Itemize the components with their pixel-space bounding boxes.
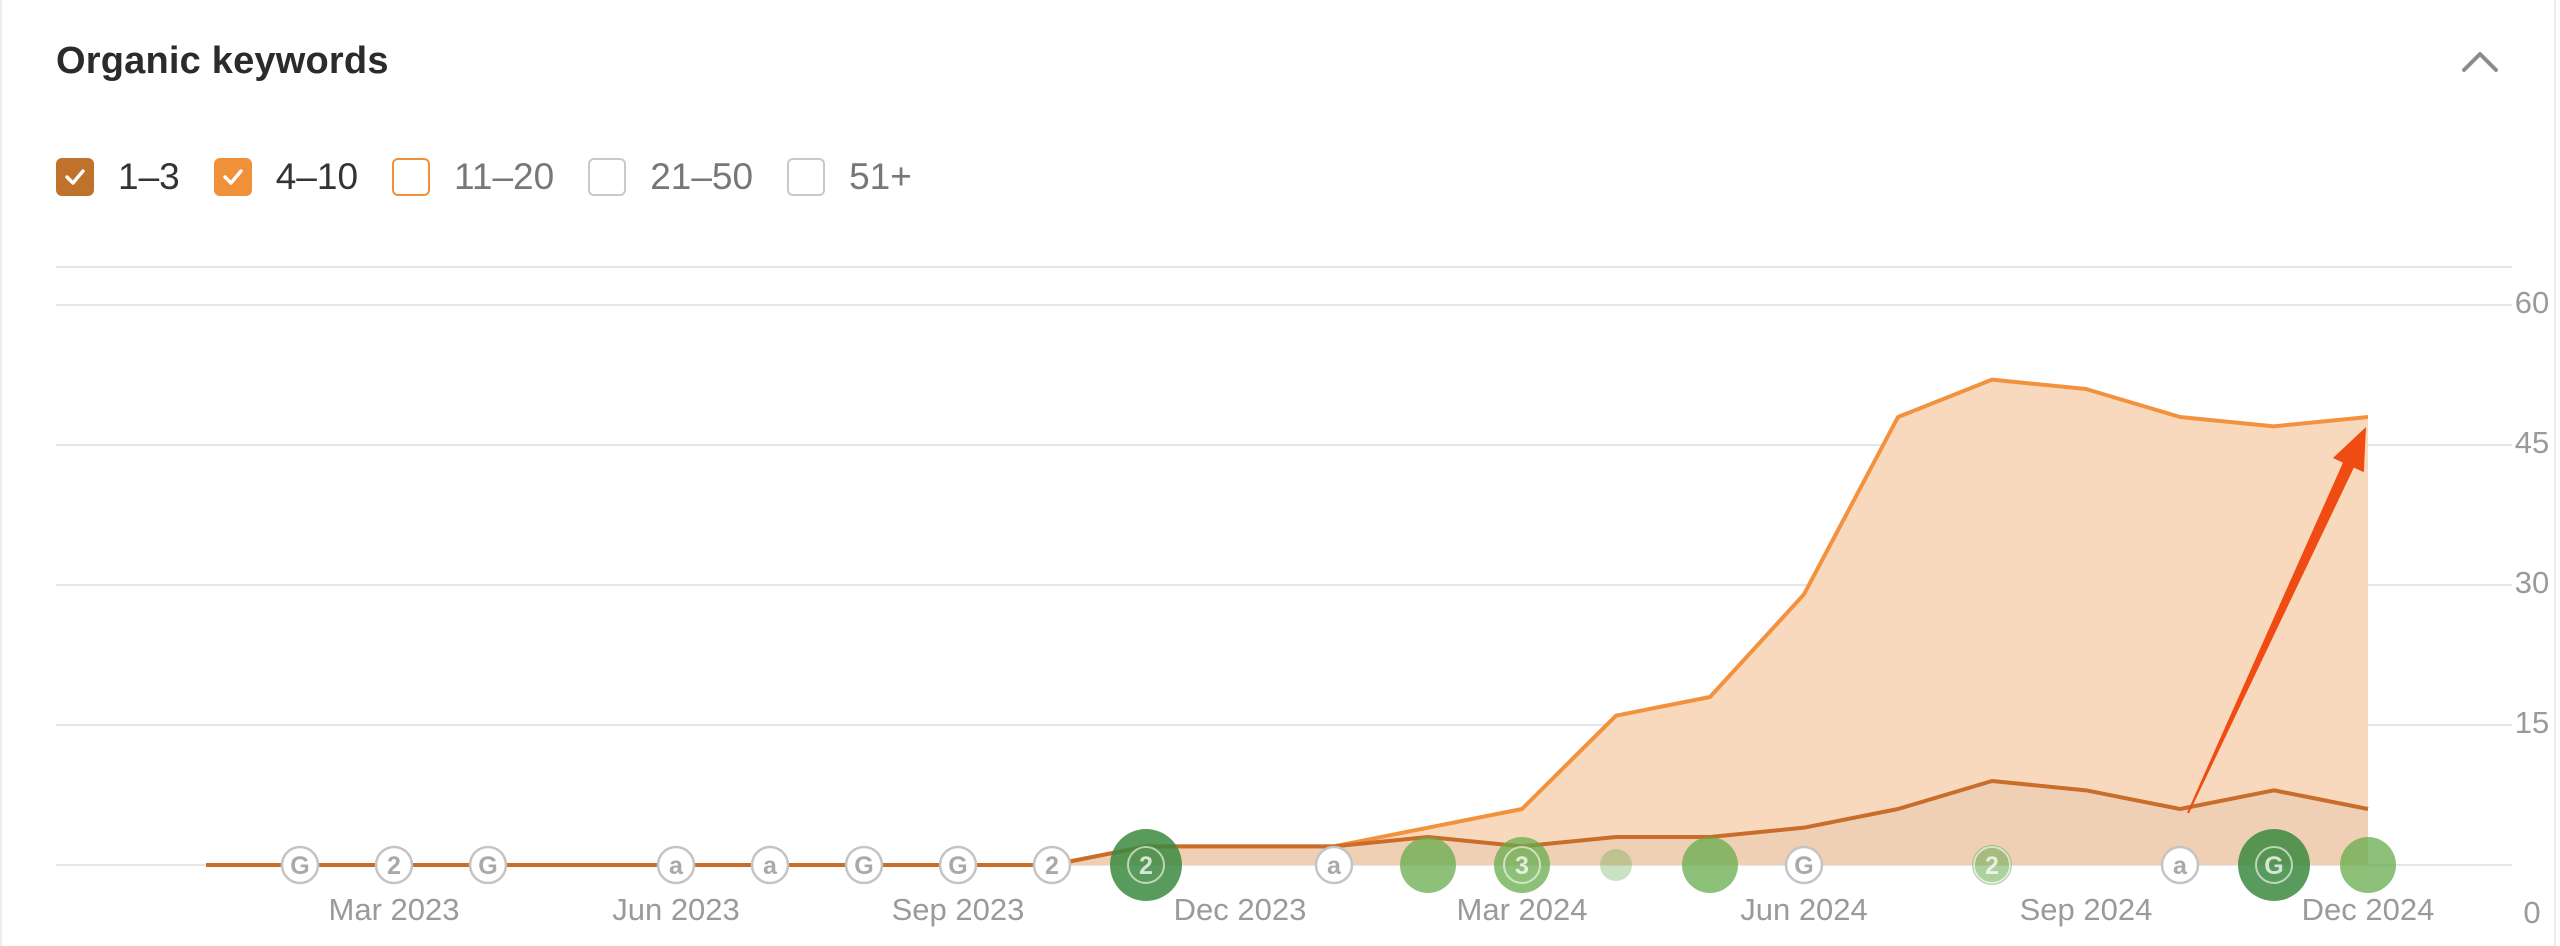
legend-label: 11–20 — [454, 156, 555, 197]
event-marker-label: 3 — [1515, 852, 1529, 880]
event-marker-label: a — [763, 852, 778, 880]
y-tick-label: 15 — [2515, 705, 2549, 740]
x-tick-label: Mar 2024 — [1457, 892, 1588, 927]
event-marker-label: 2 — [1139, 852, 1153, 880]
event-marker-circle — [1032, 845, 1072, 885]
event-marker: G — [938, 845, 978, 885]
y-tick-label: 45 — [2515, 425, 2549, 460]
event-marker-circle — [468, 845, 508, 885]
event-marker-ring — [1127, 846, 1165, 884]
check-icon — [65, 169, 85, 185]
check-icon — [223, 169, 243, 185]
event-marker-circle — [1682, 837, 1738, 893]
event-marker: a — [656, 845, 696, 885]
event-marker-circle — [938, 845, 978, 885]
event-marker-circle — [1494, 837, 1550, 893]
legend-item-1-3[interactable]: 1–3 — [56, 156, 180, 198]
event-marker: a — [1314, 845, 1354, 885]
event-marker: 2 — [1032, 845, 1072, 885]
legend-label: 4–10 — [275, 156, 359, 197]
event-marker: 3 — [1494, 837, 1550, 893]
event-marker-circle — [750, 845, 790, 885]
collapse-button[interactable] — [2458, 42, 2502, 82]
x-tick-label: Jun 2024 — [1740, 892, 1868, 927]
event-marker-ring — [1503, 846, 1541, 884]
checkbox-4-10[interactable] — [213, 158, 252, 196]
range-legend: 1–3 4–10 11–20 21–50 51+ — [56, 156, 946, 198]
legend-label: 1–3 — [118, 156, 180, 197]
legend-item-4-10[interactable]: 4–10 — [213, 156, 359, 198]
event-marker: G — [2238, 829, 2310, 901]
event-marker-circle — [1972, 845, 2012, 885]
event-marker-label: a — [1327, 852, 1342, 880]
event-marker-circle — [1784, 845, 1824, 885]
event-marker-label: G — [1794, 852, 1813, 880]
legend-item-11-20[interactable]: 11–20 — [392, 156, 554, 198]
event-marker: G — [844, 845, 884, 885]
legend-label: 51+ — [849, 156, 912, 197]
event-marker-circle — [2340, 837, 2396, 893]
event-marker-label: G — [290, 852, 309, 880]
event-marker-circle — [844, 845, 884, 885]
y-tick-label: 60 — [2515, 285, 2549, 320]
event-marker-circle — [1600, 849, 1632, 881]
event-marker: a — [2160, 845, 2200, 885]
event-marker — [1600, 849, 1632, 881]
event-marker: G — [280, 845, 320, 885]
event-marker-circle — [656, 845, 696, 885]
event-marker-circle — [280, 845, 320, 885]
event-marker: 2 — [1110, 829, 1182, 901]
event-marker-label: a — [669, 852, 684, 880]
event-marker — [1682, 837, 1738, 893]
event-marker — [1400, 837, 1456, 893]
event-marker — [2340, 837, 2396, 893]
event-marker-circle — [2160, 845, 2200, 885]
event-marker-label: 2 — [1045, 852, 1059, 880]
event-marker-label: G — [478, 852, 497, 880]
chevron-up-icon — [2462, 52, 2498, 72]
event-marker-label: G — [948, 852, 967, 880]
event-marker-circle — [1110, 829, 1182, 901]
event-marker-label: 2 — [1985, 852, 1999, 880]
event-marker-ring — [2255, 846, 2293, 884]
event-marker: 2 — [374, 845, 414, 885]
y-tick-label: 0 — [2523, 895, 2540, 930]
checkbox-11-20[interactable] — [392, 158, 431, 196]
x-tick-label: Jun 2023 — [612, 892, 740, 927]
event-marker-label: 2 — [387, 852, 401, 880]
event-marker: a — [750, 845, 790, 885]
event-marker-circle — [1314, 845, 1354, 885]
annotation-arrow — [2187, 427, 2366, 814]
event-marker-label: G — [2264, 852, 2283, 880]
event-marker-circle — [2238, 829, 2310, 901]
event-marker-label: G — [854, 852, 873, 880]
series-area-1-3 — [206, 781, 2368, 865]
legend-item-21-50[interactable]: 21–50 — [588, 156, 753, 198]
event-marker-circle — [374, 845, 414, 885]
x-tick-label: Sep 2024 — [2020, 892, 2153, 927]
y-tick-label: 30 — [2515, 565, 2549, 600]
x-tick-label: Dec 2024 — [2302, 892, 2435, 927]
legend-item-51-plus[interactable]: 51+ — [787, 156, 912, 198]
event-marker-ring — [1973, 846, 2011, 884]
event-marker-circle — [1400, 837, 1456, 893]
card-title: Organic keywords — [56, 40, 389, 82]
legend-label: 21–50 — [650, 156, 754, 197]
x-tick-label: Sep 2023 — [892, 892, 1025, 927]
series-area-4-10 — [206, 379, 2368, 865]
event-marker: 2 — [1972, 845, 2012, 885]
checkbox-51-plus[interactable] — [787, 158, 826, 196]
checkbox-1-3[interactable] — [56, 158, 94, 196]
checkbox-21-50[interactable] — [588, 158, 627, 196]
series-line-1-3 — [206, 779, 2369, 867]
x-tick-label: Mar 2023 — [329, 892, 460, 927]
event-marker: G — [468, 845, 508, 885]
event-marker: G — [1784, 845, 1824, 885]
x-tick-label: Dec 2023 — [1174, 892, 1307, 927]
event-marker-label: a — [2173, 852, 2188, 880]
